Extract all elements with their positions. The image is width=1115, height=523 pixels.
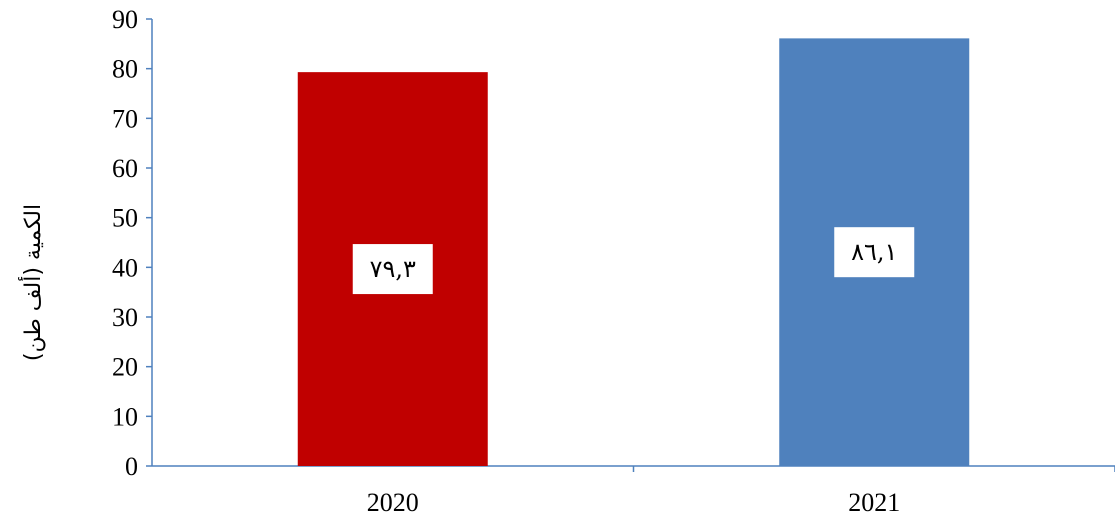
chart-axes [151,19,1115,467]
data-label: ٨٦,١ [851,238,897,266]
x-tick-label: 2020 [367,488,419,517]
data-label-box [352,244,433,295]
y-tick-label: 50 [112,204,138,233]
y-tick-label: 60 [112,154,138,183]
y-axis-title: الكمية (ألف طن) [18,204,46,361]
y-tick-label: 10 [112,402,138,431]
y-axis-ticks: 0 10 20 30 40 50 60 70 80 90 [112,5,152,481]
y-tick-label: 40 [112,253,138,282]
y-tick-label: 80 [112,55,138,84]
x-tick-label: 2021 [848,488,900,517]
x-axis-ticks: 2020 2021 [367,466,1115,517]
y-tick-label: 90 [112,5,138,34]
data-label-box [834,227,915,278]
y-tick-label: 70 [112,104,138,133]
data-labels: ٧٩,٣ ٨٦,١ [352,227,915,295]
y-tick-label: 20 [112,353,138,382]
y-tick-label: 30 [112,303,138,332]
data-label: ٧٩,٣ [370,255,416,283]
y-tick-label: 0 [125,452,138,481]
